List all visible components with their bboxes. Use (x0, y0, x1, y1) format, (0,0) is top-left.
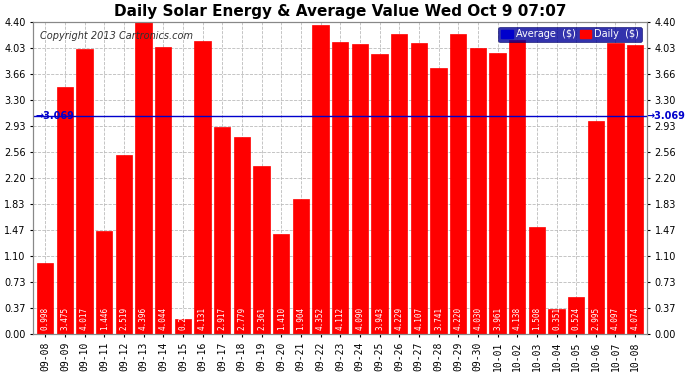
Text: 4.090: 4.090 (355, 307, 364, 330)
Bar (549, 309, 564, 334)
Bar (607, 43, 624, 334)
Bar (450, 34, 466, 334)
Bar (529, 227, 545, 334)
Bar (135, 22, 152, 334)
Bar (627, 45, 643, 334)
Text: 0.203: 0.203 (179, 307, 188, 330)
Text: 0.524: 0.524 (572, 307, 581, 330)
Bar (175, 320, 191, 334)
Bar (214, 127, 230, 334)
Bar (568, 297, 584, 334)
Bar (588, 122, 604, 334)
Bar (57, 87, 73, 334)
Bar (116, 155, 132, 334)
Text: 2.519: 2.519 (119, 307, 128, 330)
Text: 3.961: 3.961 (493, 307, 502, 330)
Text: 4.044: 4.044 (159, 307, 168, 330)
Bar (293, 199, 309, 334)
Bar (155, 47, 171, 334)
Text: 4.074: 4.074 (631, 307, 640, 330)
Bar (509, 40, 525, 334)
Text: 2.779: 2.779 (237, 307, 246, 330)
Legend: Average  ($), Daily  ($): Average ($), Daily ($) (498, 27, 642, 42)
Text: 2.995: 2.995 (591, 307, 600, 330)
Text: →3.069: →3.069 (647, 111, 686, 121)
Text: 3.475: 3.475 (61, 307, 70, 330)
Text: 1.446: 1.446 (100, 307, 109, 330)
Text: 4.017: 4.017 (80, 307, 89, 330)
Text: 0.351: 0.351 (552, 307, 561, 330)
Text: Copyright 2013 Cartronics.com: Copyright 2013 Cartronics.com (39, 31, 193, 41)
Bar (37, 263, 53, 334)
Text: 4.131: 4.131 (198, 307, 207, 330)
Text: 4.030: 4.030 (473, 307, 482, 330)
Text: 4.352: 4.352 (316, 307, 325, 330)
Text: 4.220: 4.220 (454, 307, 463, 330)
Text: 0.998: 0.998 (41, 307, 50, 330)
Text: 1.904: 1.904 (297, 307, 306, 330)
Text: 2.361: 2.361 (257, 307, 266, 330)
Bar (371, 54, 388, 334)
Bar (411, 42, 427, 334)
Bar (77, 49, 92, 334)
Bar (234, 137, 250, 334)
Text: 1.508: 1.508 (533, 307, 542, 330)
Text: 1.410: 1.410 (277, 307, 286, 330)
Text: 2.917: 2.917 (218, 307, 227, 330)
Bar (96, 231, 112, 334)
Bar (332, 42, 348, 334)
Bar (470, 48, 486, 334)
Text: 4.229: 4.229 (395, 307, 404, 330)
Title: Daily Solar Energy & Average Value Wed Oct 9 07:07: Daily Solar Energy & Average Value Wed O… (114, 4, 566, 19)
Text: 4.097: 4.097 (611, 307, 620, 330)
Bar (391, 34, 407, 334)
Bar (195, 41, 210, 334)
Text: 4.112: 4.112 (336, 307, 345, 330)
Text: 4.138: 4.138 (513, 307, 522, 330)
Text: 4.396: 4.396 (139, 307, 148, 330)
Text: 4.107: 4.107 (415, 307, 424, 330)
Text: →3.069: →3.069 (35, 111, 75, 121)
Bar (489, 53, 506, 334)
Bar (431, 69, 446, 334)
Bar (253, 166, 270, 334)
Text: 3.741: 3.741 (434, 307, 443, 330)
Bar (273, 234, 289, 334)
Bar (313, 25, 328, 334)
Bar (352, 44, 368, 334)
Text: 3.943: 3.943 (375, 307, 384, 330)
